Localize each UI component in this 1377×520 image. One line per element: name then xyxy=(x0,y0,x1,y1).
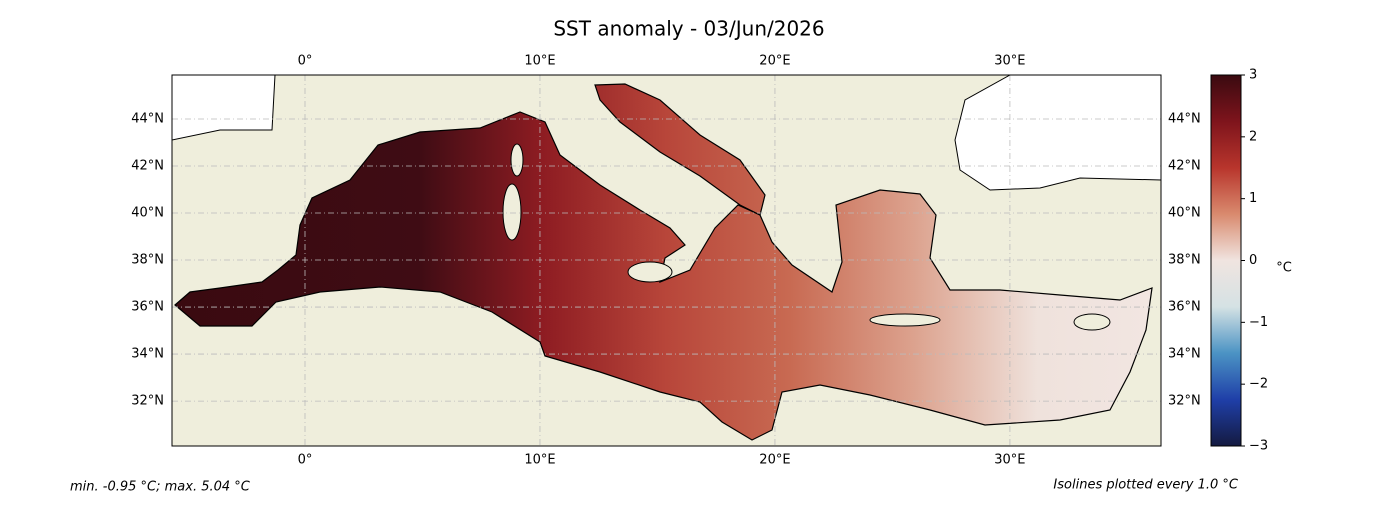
lat-label-right: 42°N xyxy=(1168,158,1201,173)
lat-label-left: 34°N xyxy=(131,347,164,362)
black-sea xyxy=(954,75,1161,191)
colorbar-label: °C xyxy=(1276,261,1292,276)
adriatic xyxy=(594,83,766,216)
colorbar-tick-label: 1 xyxy=(1249,191,1257,206)
map-area xyxy=(172,75,1161,446)
lat-label-left: 44°N xyxy=(131,111,164,126)
lat-label-right: 34°N xyxy=(1168,347,1201,362)
lat-label-right: 36°N xyxy=(1168,300,1201,315)
lat-label-right: 38°N xyxy=(1168,253,1201,268)
atlantic xyxy=(172,75,276,141)
island xyxy=(627,261,673,283)
colorbar-tick-label: −2 xyxy=(1249,377,1268,392)
colorbar-tick-label: 2 xyxy=(1249,129,1257,144)
lon-label-top: 0° xyxy=(298,54,313,69)
island xyxy=(869,313,941,327)
island xyxy=(502,183,522,241)
lat-label-left: 40°N xyxy=(131,206,164,221)
island xyxy=(510,143,524,177)
lat-label-right: 32°N xyxy=(1168,394,1201,409)
lon-label-top: 10°E xyxy=(524,54,555,69)
lon-label-bottom: 10°E xyxy=(524,453,555,468)
lon-label-bottom: 0° xyxy=(298,453,313,468)
lat-label-right: 44°N xyxy=(1168,111,1201,126)
colorbar-tick-label: −3 xyxy=(1249,439,1268,454)
lat-label-left: 42°N xyxy=(131,158,164,173)
lon-label-bottom: 20°E xyxy=(759,453,790,468)
lon-label-top: 30°E xyxy=(994,54,1025,69)
sea xyxy=(174,111,1153,441)
lat-label-right: 40°N xyxy=(1168,206,1201,221)
island xyxy=(1073,313,1111,331)
colorbar xyxy=(1210,74,1242,447)
lon-label-top: 20°E xyxy=(759,54,790,69)
colorbar-tick-label: 3 xyxy=(1249,68,1257,83)
lat-label-left: 38°N xyxy=(131,253,164,268)
lat-label-left: 36°N xyxy=(131,300,164,315)
footer-right: Isolines plotted every 1.0 °C xyxy=(1053,478,1238,493)
lon-label-bottom: 30°E xyxy=(994,453,1025,468)
lat-label-left: 32°N xyxy=(131,394,164,409)
map-frame xyxy=(171,74,1162,447)
colorbar-tick-label: 0 xyxy=(1249,253,1257,268)
title: SST anomaly - 03/Jun/2026 xyxy=(553,17,824,41)
colorbar-tick-label: −1 xyxy=(1249,315,1268,330)
footer-left: min. -0.95 °C; max. 5.04 °C xyxy=(70,480,251,495)
